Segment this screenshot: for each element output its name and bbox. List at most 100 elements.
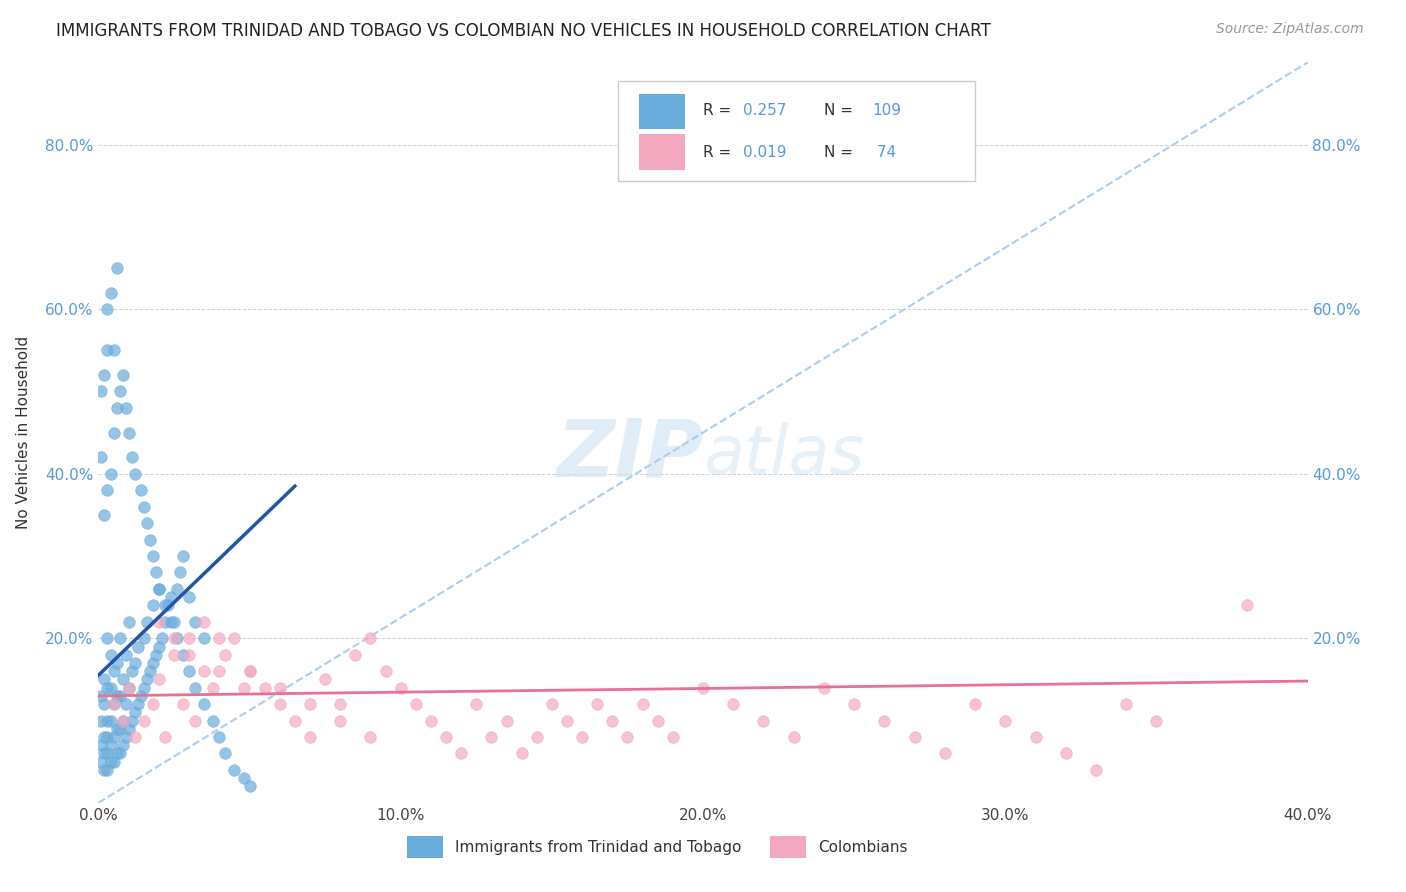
Point: [153, 599, 176, 613]
Point: [224, 632, 246, 646]
Point: [96, 302, 118, 317]
Point: [661, 730, 683, 744]
Point: [965, 697, 987, 711]
Point: [105, 261, 128, 276]
Point: [1024, 730, 1046, 744]
Point: [103, 697, 125, 711]
Point: [100, 714, 122, 728]
Point: [142, 656, 165, 670]
Point: [100, 738, 122, 752]
Bar: [406, 836, 443, 858]
Point: [142, 549, 165, 563]
Point: [526, 730, 548, 744]
Point: [148, 582, 170, 596]
Text: Colombians: Colombians: [818, 839, 907, 855]
Point: [586, 697, 609, 711]
Point: [145, 648, 167, 662]
Point: [172, 697, 194, 711]
Point: [90, 384, 112, 399]
Point: [179, 632, 201, 646]
Point: [132, 714, 155, 728]
Point: [124, 706, 146, 720]
Point: [90, 714, 112, 728]
Text: R =: R =: [703, 145, 737, 161]
Point: [93, 730, 115, 744]
Text: ZIP: ZIP: [555, 416, 703, 494]
Point: [96, 730, 118, 744]
Point: [148, 615, 170, 629]
Point: [844, 697, 866, 711]
Point: [153, 730, 176, 744]
Point: [208, 632, 231, 646]
Point: [360, 632, 382, 646]
Point: [465, 697, 488, 711]
Point: [202, 681, 225, 695]
Point: [1236, 599, 1258, 613]
Text: R =: R =: [703, 103, 737, 118]
Point: [723, 697, 745, 711]
Point: [269, 681, 291, 695]
Point: [1115, 697, 1137, 711]
Point: [118, 681, 141, 695]
Point: [1085, 763, 1108, 777]
Point: [108, 722, 131, 736]
Point: [434, 730, 457, 744]
Point: [232, 681, 254, 695]
Text: N =: N =: [824, 103, 858, 118]
Point: [114, 697, 136, 711]
Point: [160, 590, 183, 604]
Text: N =: N =: [824, 145, 858, 161]
Point: [193, 664, 215, 678]
Point: [111, 368, 134, 382]
Point: [314, 673, 336, 687]
Point: [90, 689, 112, 703]
Point: [93, 697, 115, 711]
Point: [752, 714, 775, 728]
Point: [374, 664, 396, 678]
Point: [90, 755, 112, 769]
Point: [156, 599, 179, 613]
Point: [571, 730, 593, 744]
Point: [193, 632, 215, 646]
Point: [160, 615, 183, 629]
Point: [239, 664, 262, 678]
Point: [108, 747, 131, 761]
Point: [994, 714, 1017, 728]
Point: [124, 730, 146, 744]
Point: [269, 697, 291, 711]
Point: [172, 549, 194, 563]
Point: [813, 681, 835, 695]
Point: [124, 467, 146, 481]
Point: [208, 730, 231, 744]
Point: [184, 681, 207, 695]
Point: [142, 599, 165, 613]
Point: [631, 697, 654, 711]
Point: [118, 615, 141, 629]
Point: [148, 640, 170, 654]
Point: [450, 747, 472, 761]
Point: [100, 755, 122, 769]
Point: [214, 747, 236, 761]
Y-axis label: No Vehicles in Household: No Vehicles in Household: [17, 336, 31, 529]
Point: [121, 664, 143, 678]
Point: [179, 648, 201, 662]
Text: 74: 74: [872, 145, 897, 161]
Point: [344, 648, 367, 662]
Point: [329, 697, 352, 711]
Point: [108, 632, 131, 646]
Point: [193, 697, 215, 711]
Point: [100, 681, 122, 695]
Point: [179, 664, 201, 678]
Point: [148, 582, 170, 596]
Point: [103, 664, 125, 678]
Point: [96, 343, 118, 358]
Point: [105, 722, 128, 736]
Point: [135, 516, 157, 530]
Point: [389, 681, 412, 695]
Point: [239, 664, 262, 678]
Point: [103, 755, 125, 769]
Text: 0.019: 0.019: [742, 145, 786, 161]
Point: [184, 615, 207, 629]
Point: [121, 450, 143, 465]
Point: [93, 763, 115, 777]
